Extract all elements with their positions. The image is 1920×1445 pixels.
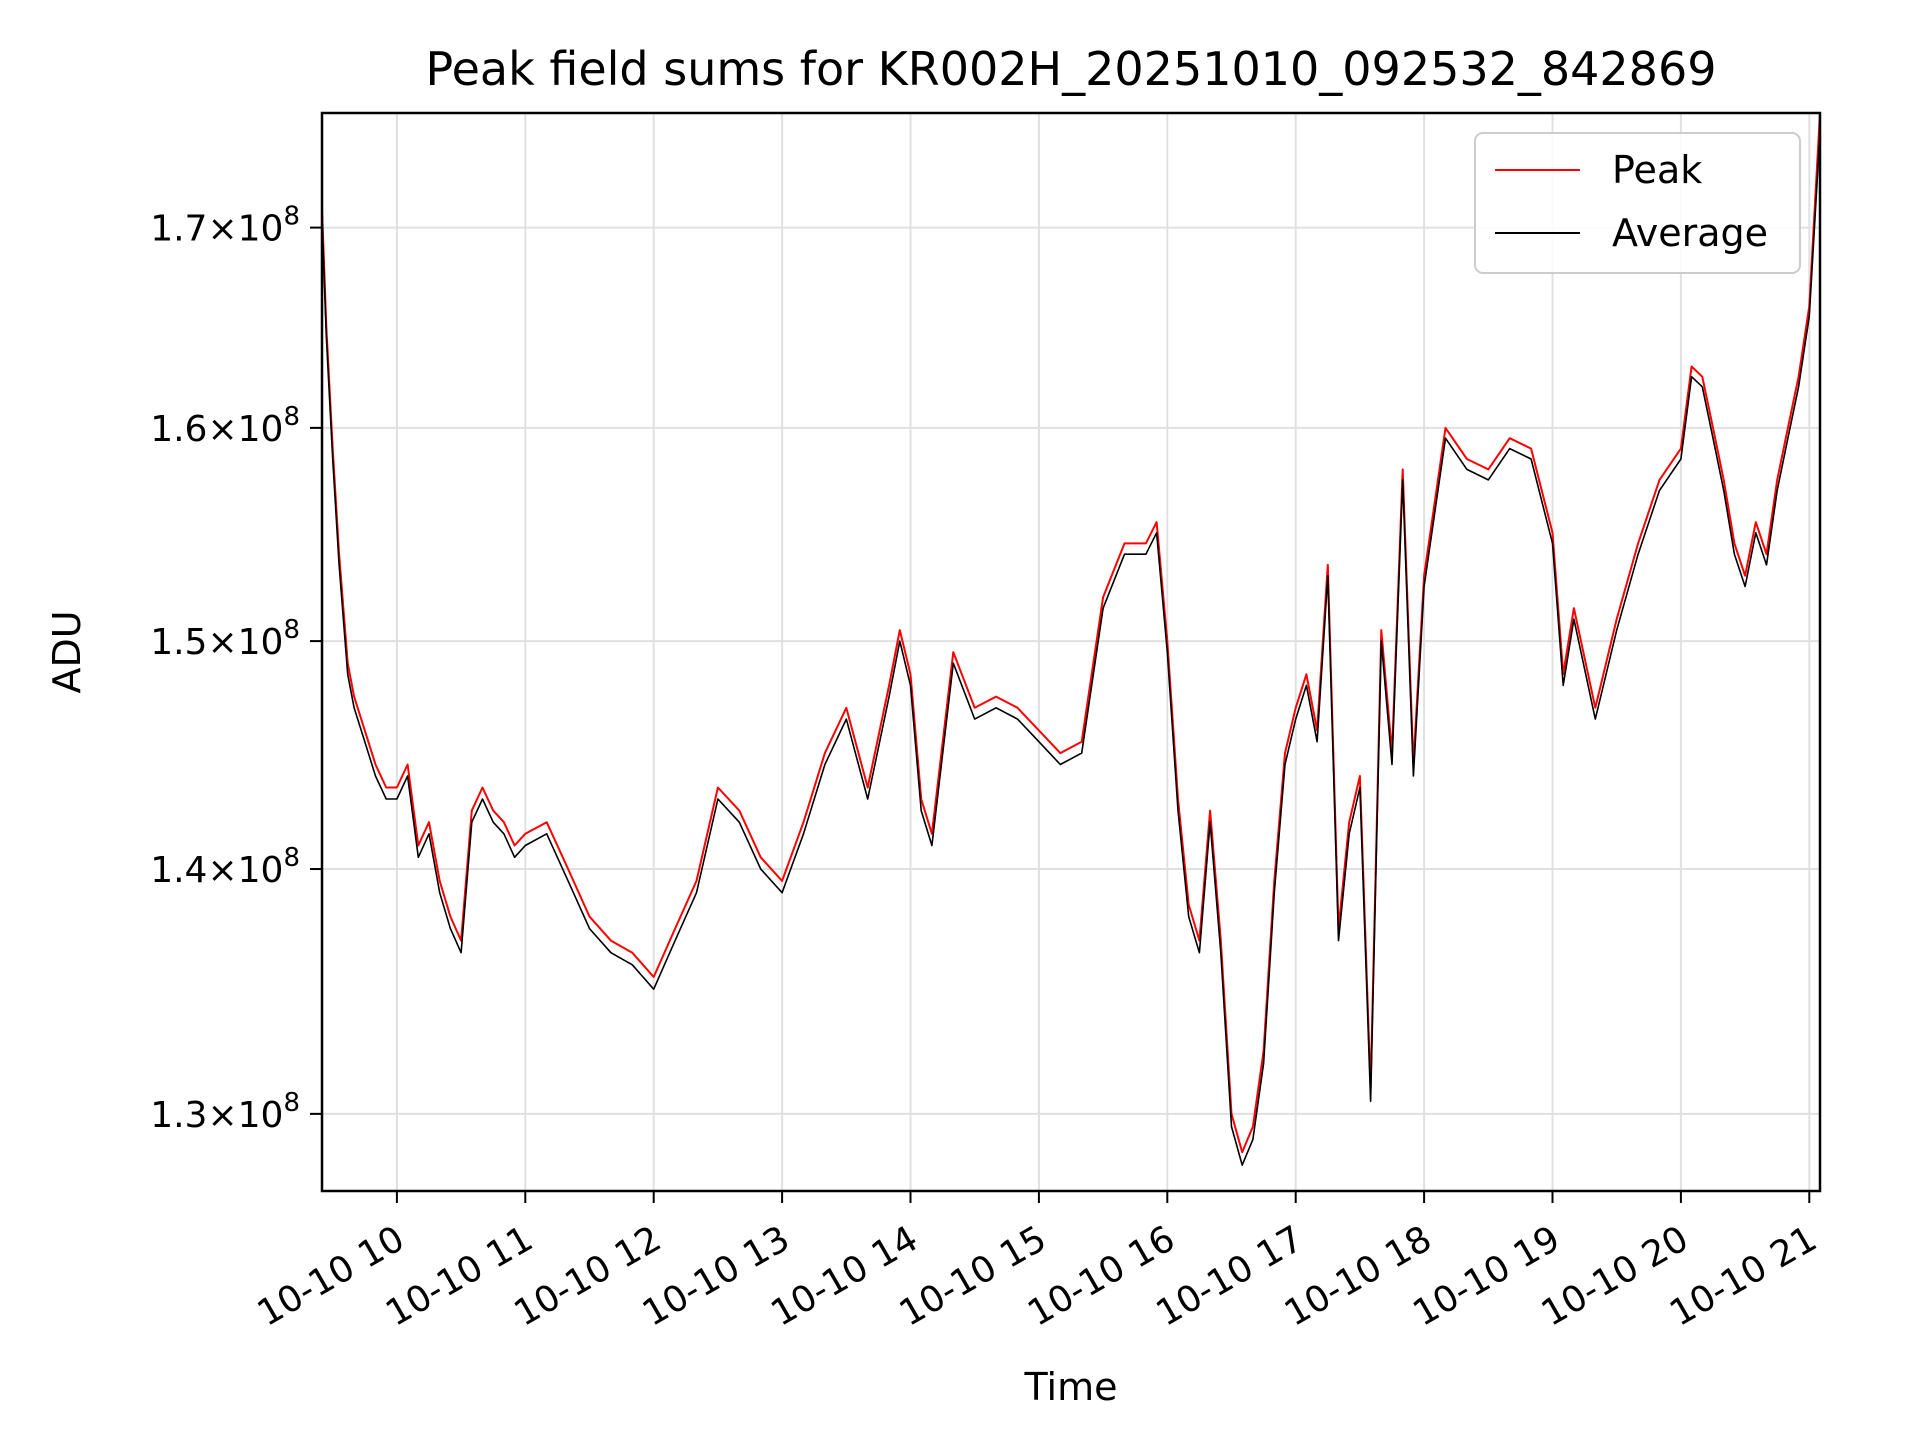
x-axis-label: Time (1024, 1365, 1118, 1409)
y-tick-times: ×10 (207, 209, 283, 250)
y-tick-mantissa: 1.4 (150, 850, 207, 891)
y-tick-label: 1.5×108 (150, 615, 300, 663)
y-tick-exponent: 8 (283, 402, 300, 432)
series-layer (322, 113, 1820, 1166)
legend-box (1474, 132, 1801, 274)
y-tick-mantissa: 1.5 (150, 622, 207, 663)
y-tick-times: ×10 (207, 622, 283, 663)
y-tick-exponent: 8 (283, 1088, 300, 1118)
y-tick-label: 1.4×108 (150, 843, 300, 891)
series-line-average (322, 131, 1820, 1166)
y-tick-exponent: 8 (283, 202, 300, 232)
y-tick-label: 1.6×108 (150, 402, 300, 450)
y-tick-exponent: 8 (283, 843, 300, 873)
legend-label-average: Average (1612, 211, 1768, 255)
y-tick-mantissa: 1.3 (150, 1095, 207, 1136)
y-tick-exponent: 8 (283, 615, 300, 645)
y-tick-label: 1.3×108 (150, 1088, 300, 1136)
legend: Peak Average (1474, 132, 1801, 274)
y-tick-mantissa: 1.7 (150, 209, 207, 250)
legend-label-peak: Peak (1612, 148, 1702, 192)
y-tick-times: ×10 (207, 409, 283, 450)
plot-frame (320, 111, 1822, 1193)
grid-layer (322, 113, 1820, 1191)
y-axis-label: ADU (45, 610, 89, 693)
y-tick-mantissa: 1.6 (150, 409, 207, 450)
y-tick-label: 1.7×108 (150, 202, 300, 250)
series-line-peak (322, 113, 1820, 1154)
chart-title: Peak field sums for KR002H_20251010_0925… (426, 42, 1717, 96)
y-tick-times: ×10 (207, 850, 283, 891)
y-tick-times: ×10 (207, 1095, 283, 1136)
